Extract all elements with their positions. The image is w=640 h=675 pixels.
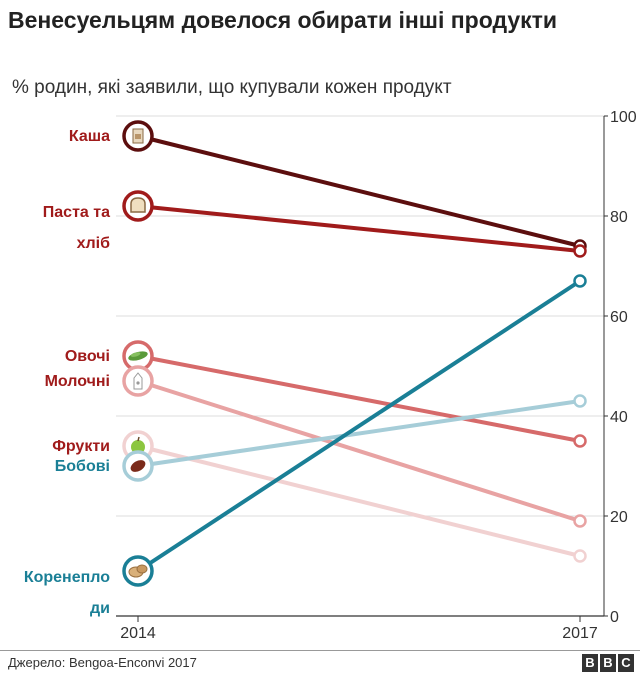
end-marker bbox=[573, 394, 587, 408]
series-label-line: Бобові bbox=[54, 458, 110, 475]
y-tick-label: 20 bbox=[610, 509, 628, 526]
series-line bbox=[136, 399, 582, 468]
y-tick-label: 100 bbox=[610, 109, 637, 126]
flour-bag-icon bbox=[132, 128, 144, 144]
end-marker bbox=[573, 514, 587, 528]
potato-icon bbox=[128, 564, 148, 578]
series-line bbox=[136, 444, 582, 558]
vegetable-icon bbox=[128, 351, 148, 361]
apple-icon bbox=[131, 436, 145, 454]
y-tick-label: 80 bbox=[610, 209, 628, 226]
series-line bbox=[136, 204, 582, 253]
series-label: Бобові bbox=[55, 451, 110, 482]
y-tick-label: 0 bbox=[610, 609, 619, 626]
logo-letter: B bbox=[600, 654, 616, 672]
series-label-line: Каша bbox=[68, 128, 110, 145]
series-label: Паста та хліб bbox=[43, 197, 110, 259]
chart-title: Венесуельцям довелося обирати інші проду… bbox=[8, 7, 558, 33]
series-label: Молочні bbox=[45, 366, 110, 397]
series-label: Коренепло ди bbox=[24, 562, 110, 624]
series-label-line: Фрукти bbox=[52, 438, 110, 455]
x-tick-label: 2017 bbox=[562, 625, 598, 642]
milk-carton-icon bbox=[133, 372, 143, 390]
footer-divider bbox=[0, 650, 640, 651]
series-label-line: Молочні bbox=[44, 373, 110, 390]
bbc-logo: B B C bbox=[582, 654, 634, 672]
y-tick-label: 60 bbox=[610, 309, 628, 326]
series-label-line: Коренепло bbox=[23, 569, 110, 586]
series-label-line: хліб bbox=[76, 235, 110, 252]
series-line bbox=[136, 134, 582, 248]
series-label: Овочі bbox=[65, 341, 110, 372]
series-label-line: Паста та bbox=[42, 204, 110, 221]
series-line bbox=[136, 279, 582, 573]
x-tick-label: 2014 bbox=[120, 625, 156, 642]
series-line bbox=[136, 354, 582, 443]
line-chart: 0 20 40 60 80 100 2014 2017 bbox=[116, 109, 637, 642]
chart-subtitle: % родин, які заявили, що купували кожен … bbox=[12, 77, 452, 98]
end-marker bbox=[573, 244, 587, 258]
bread-icon bbox=[130, 197, 146, 213]
y-tick-label: 40 bbox=[610, 409, 628, 426]
series-label: Каша bbox=[69, 121, 110, 152]
logo-letter: C bbox=[618, 654, 634, 672]
logo-letter: B bbox=[582, 654, 598, 672]
end-marker bbox=[573, 274, 587, 288]
end-marker bbox=[573, 549, 587, 563]
series-label: Фрукти bbox=[52, 431, 110, 462]
series-label-line: ди bbox=[90, 600, 110, 617]
series-line bbox=[136, 379, 582, 523]
series-label-line: Овочі bbox=[64, 348, 110, 365]
bean-icon bbox=[130, 460, 146, 472]
source-note: Джерело: Bengoa-Enconvi 2017 bbox=[8, 655, 197, 670]
end-marker bbox=[573, 434, 587, 448]
